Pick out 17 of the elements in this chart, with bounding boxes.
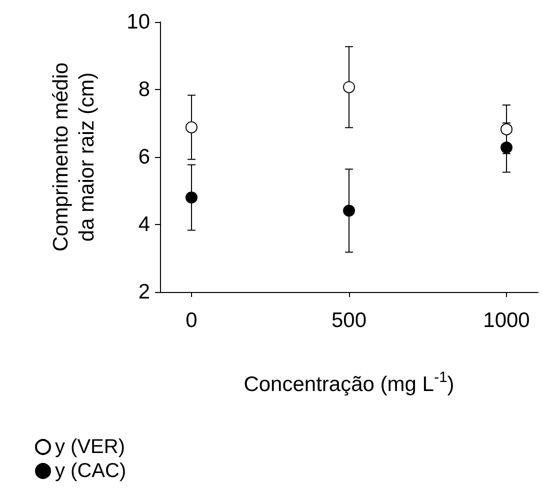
- y-tick-label: 4: [138, 213, 150, 236]
- y-tick-label: 2: [138, 280, 150, 304]
- x-tick-label: 500: [331, 309, 367, 332]
- point: [500, 142, 512, 154]
- point: [186, 192, 198, 204]
- y-axis-title: Comprimento médio da maior raiz (cm): [50, 62, 98, 252]
- x-tick-label: 0: [186, 309, 198, 332]
- point: [186, 121, 198, 134]
- legend-label: y (CAC): [55, 460, 126, 482]
- y-tick-label: 10: [126, 10, 150, 34]
- point: [343, 204, 355, 217]
- y-tick-label: 6: [138, 146, 150, 168]
- x-tick-label: 1000: [483, 309, 530, 332]
- point: [343, 81, 355, 94]
- legend-label: y (VER): [55, 436, 125, 458]
- point: [500, 123, 512, 136]
- y-tick-label: 8: [138, 78, 150, 101]
